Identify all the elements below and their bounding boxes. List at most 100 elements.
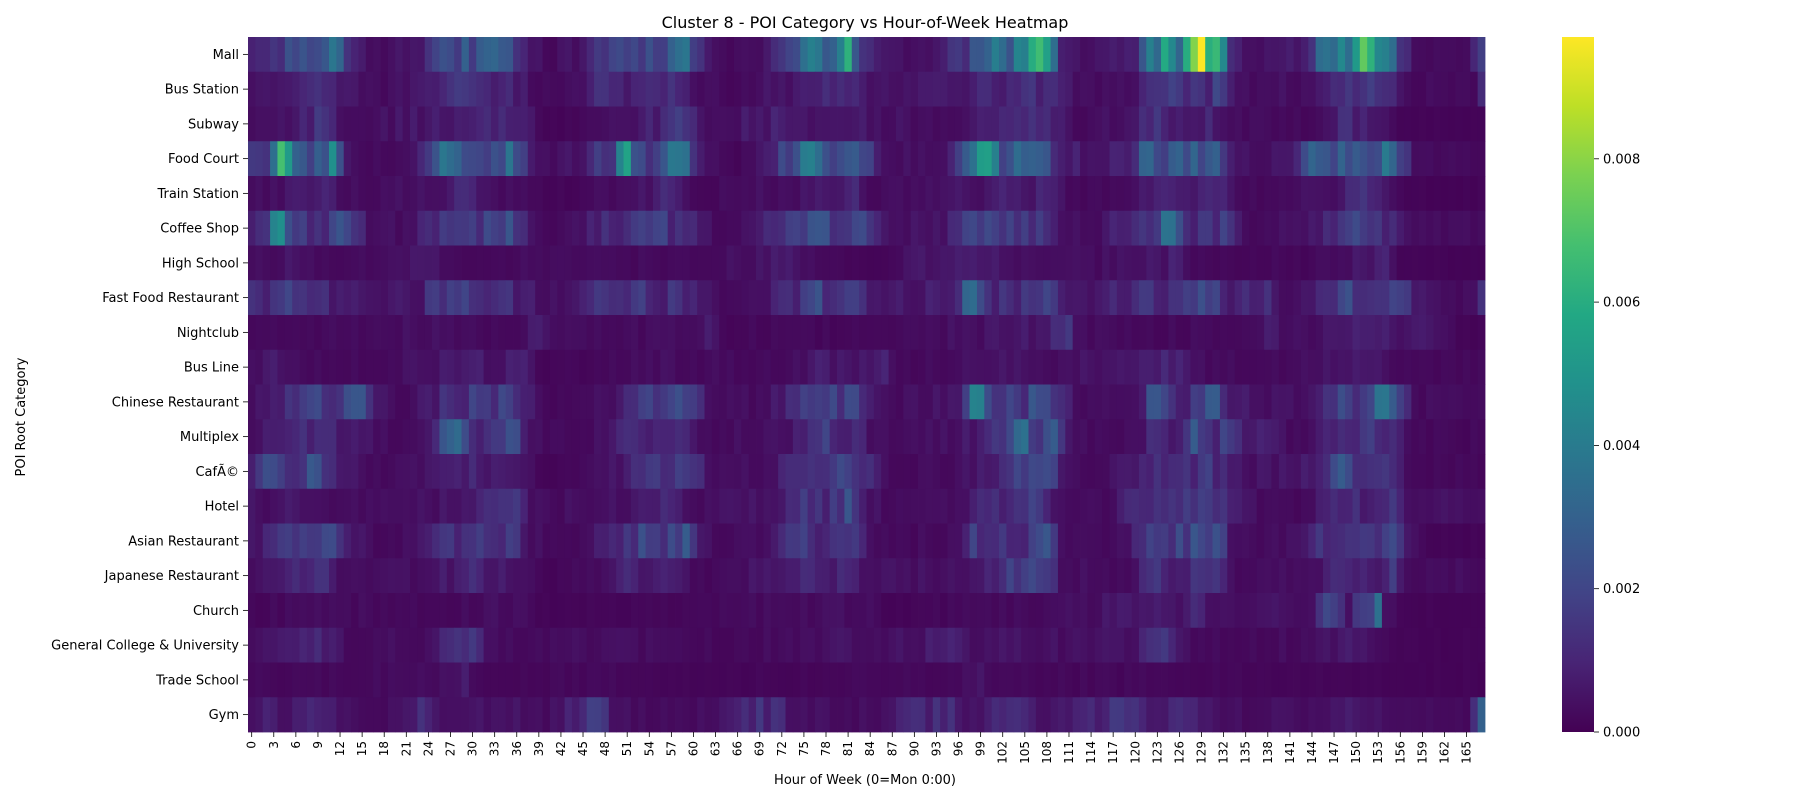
heatmap-cell [284, 315, 293, 351]
heatmap-cell [785, 697, 794, 733]
heatmap-cell [1455, 384, 1464, 420]
heatmap-cell [704, 593, 713, 629]
heatmap-cell [365, 384, 374, 420]
heatmap-cell [461, 176, 470, 212]
heatmap-cell [910, 141, 919, 177]
heatmap-cell [262, 662, 271, 698]
heatmap-cell [1168, 280, 1177, 316]
heatmap-cell [873, 454, 882, 490]
heatmap-cell [748, 349, 757, 385]
heatmap-cell [630, 71, 639, 107]
heatmap-cell [1161, 141, 1169, 177]
heatmap-cell [881, 245, 889, 281]
heatmap-cell [1389, 176, 1398, 212]
heatmap-cell [328, 280, 337, 316]
heatmap-cell [895, 662, 904, 698]
heatmap-cell [999, 245, 1007, 281]
heatmap-cell [601, 697, 610, 733]
heatmap-cell [704, 627, 713, 663]
heatmap-cell [321, 37, 330, 73]
heatmap-cell [616, 315, 624, 351]
heatmap-cell [1065, 176, 1074, 212]
heatmap-cell [851, 106, 860, 142]
heatmap-cell [1013, 210, 1022, 246]
heatmap-cell [402, 315, 411, 351]
heatmap-cell [733, 627, 742, 663]
heatmap-cell [704, 523, 713, 559]
heatmap-cell [1116, 558, 1125, 594]
heatmap-cell [726, 593, 735, 629]
heatmap-cell [454, 488, 462, 524]
heatmap-cell [623, 558, 632, 594]
heatmap-cell [299, 454, 308, 490]
heatmap-cell [579, 71, 588, 107]
heatmap-cell [807, 106, 816, 142]
heatmap-cell [829, 593, 838, 629]
heatmap-cell [1028, 349, 1037, 385]
heatmap-cell [328, 106, 337, 142]
heatmap-cell [1035, 593, 1044, 629]
heatmap-cell [284, 697, 293, 733]
heatmap-cell [763, 37, 772, 73]
heatmap-cell [571, 349, 580, 385]
heatmap-cell [549, 384, 558, 420]
heatmap-cell [454, 662, 462, 698]
heatmap-cell [895, 697, 904, 733]
heatmap-cell [277, 71, 286, 107]
heatmap-cell [1359, 419, 1368, 455]
heatmap-cell [1381, 349, 1390, 385]
heatmap-cell [314, 141, 323, 177]
heatmap-cell [1065, 662, 1074, 698]
heatmap-cell [873, 523, 882, 559]
heatmap-cell [1227, 280, 1236, 316]
heatmap-cell [1043, 558, 1051, 594]
heatmap-cell [542, 210, 551, 246]
heatmap-cell [402, 627, 411, 663]
heatmap-cell [1153, 210, 1162, 246]
heatmap-cell [1337, 454, 1346, 490]
x-tick-label: 147 [1327, 741, 1341, 764]
heatmap-cell [1028, 662, 1037, 698]
heatmap-cell [1021, 37, 1029, 73]
y-tick-label: Chinese Restaurant [112, 395, 239, 410]
heatmap-cell [446, 141, 455, 177]
heatmap-cell [1219, 106, 1228, 142]
y-tick-label: Bus Line [184, 361, 239, 376]
heatmap-cell [571, 523, 580, 559]
heatmap-cell [1330, 210, 1339, 246]
heatmap-cell [733, 210, 742, 246]
heatmap-cell [1396, 71, 1405, 107]
heatmap-cell [741, 558, 750, 594]
heatmap-cell [991, 558, 1000, 594]
heatmap-cell [1116, 245, 1125, 281]
heatmap-cell [542, 106, 551, 142]
heatmap-cell [932, 71, 941, 107]
heatmap-cell [549, 419, 558, 455]
heatmap-cell [1242, 627, 1250, 663]
heatmap-cell [336, 558, 345, 594]
heatmap-cell [991, 662, 1000, 698]
heatmap-cell [1080, 488, 1088, 524]
heatmap-cell [513, 523, 521, 559]
x-axis-label: Hour of Week (0=Mon 0:00) [774, 773, 956, 788]
heatmap-cell [520, 141, 529, 177]
heatmap-cell [1080, 245, 1088, 281]
heatmap-cell [1352, 245, 1361, 281]
heatmap-cell [365, 558, 374, 594]
heatmap-cell [697, 176, 705, 212]
heatmap-cell [1345, 37, 1353, 73]
heatmap-cell [351, 454, 359, 490]
heatmap-cell [520, 106, 529, 142]
heatmap-cell [1367, 384, 1375, 420]
heatmap-cell [299, 488, 308, 524]
heatmap-cell [270, 454, 278, 490]
heatmap-cell [881, 454, 889, 490]
heatmap-cell [1249, 523, 1258, 559]
heatmap-cell [1455, 349, 1464, 385]
heatmap-cell [881, 384, 889, 420]
heatmap-cell [1352, 523, 1361, 559]
heatmap-cell [682, 37, 691, 73]
heatmap-cell [1131, 106, 1140, 142]
heatmap-cell [1367, 349, 1375, 385]
heatmap-cell [601, 454, 610, 490]
